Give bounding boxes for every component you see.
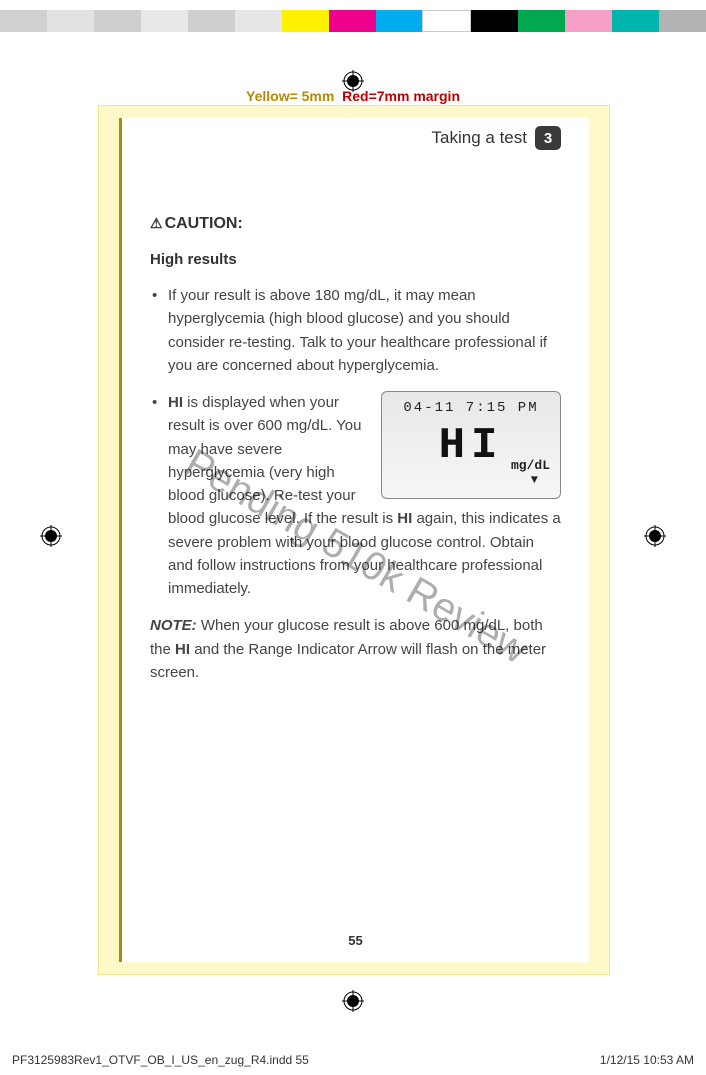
registration-mark-icon [644, 525, 666, 547]
page-inner: Taking a test 3 ⚠CAUTION: High results I… [119, 118, 589, 962]
page-number: 55 [348, 933, 362, 948]
footer-timestamp: 1/12/15 10:53 AM [600, 1053, 694, 1067]
margin-label: Yellow= 5mm Red=7mm margin [246, 88, 460, 104]
print-color-bar [0, 10, 706, 32]
meter-lcd: 04-11 7:15 PM HI mg/dL ▼ [381, 391, 561, 499]
lcd-datetime: 04-11 7:15 PM [390, 398, 552, 420]
caution-heading: ⚠CAUTION: [150, 215, 561, 233]
chapter-title: Taking a test [432, 128, 527, 148]
note-text: When your glucose result is above 600 mg… [150, 617, 546, 681]
registration-mark-icon [342, 990, 364, 1012]
bullet-list: If your result is above 180 mg/dL, it ma… [150, 284, 561, 600]
warning-icon: ⚠ [150, 215, 163, 232]
registration-mark-icon [40, 525, 62, 547]
list-item-text: If your result is above 180 mg/dL, it ma… [168, 287, 547, 374]
down-arrow-icon: ▼ [531, 471, 538, 490]
list-item: If your result is above 180 mg/dL, it ma… [150, 284, 561, 377]
page-outer: Taking a test 3 ⚠CAUTION: High results I… [98, 105, 610, 975]
footer-filename: PF3125983Rev1_OTVF_OB_I_US_en_zug_R4.ind… [12, 1053, 309, 1067]
note-label: NOTE: [150, 617, 197, 634]
chapter-number-badge: 3 [535, 126, 561, 150]
note-paragraph: NOTE: When your glucose result is above … [150, 614, 561, 684]
sub-heading: High results [150, 251, 561, 268]
list-item: 04-11 7:15 PM HI mg/dL ▼ HI is displayed… [150, 391, 561, 600]
chapter-header: Taking a test 3 [150, 126, 561, 150]
